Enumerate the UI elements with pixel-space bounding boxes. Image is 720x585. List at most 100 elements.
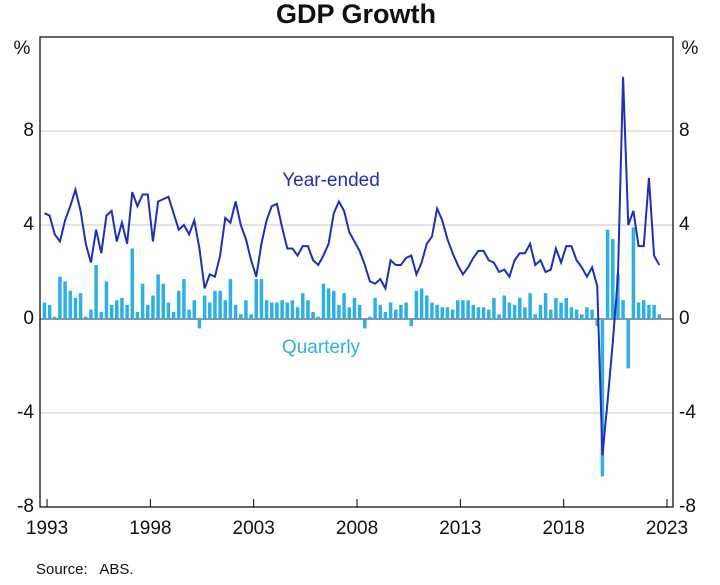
bar [528,293,532,319]
bar [616,274,620,319]
chart-title: GDP Growth [276,0,436,29]
bar [166,302,171,319]
bar [182,279,186,319]
bar [388,302,393,319]
bar [564,297,569,319]
bar [285,302,290,319]
bar [574,309,579,319]
bar [590,309,594,319]
bar [120,297,124,319]
bar [445,307,450,319]
bar [280,300,284,319]
bar [42,302,47,319]
bar [47,304,52,319]
series-label: Quarterly [282,337,361,358]
y-tick-label-left: 0 [23,308,34,329]
bar [84,316,88,319]
source-note: Source: ABS. [36,561,134,578]
bar [487,309,491,319]
bar [657,314,662,319]
bar [476,307,481,319]
bar [161,283,166,319]
x-tick-label: 2018 [543,518,585,539]
bar [244,300,248,319]
bar [264,300,269,319]
bar [481,307,486,319]
bar [595,319,600,327]
bar [642,300,646,319]
bar [109,304,114,319]
bar [146,304,150,319]
bar [414,290,419,319]
bar [115,300,119,319]
bar [135,311,140,319]
bar [466,300,470,319]
bar [347,307,352,319]
bar [306,300,310,319]
bar [419,288,424,319]
bar [151,295,155,319]
bar [239,314,243,319]
x-tick-label: 2008 [336,518,378,539]
bar [357,304,362,319]
x-tick-label: 1993 [26,518,68,539]
bar [425,295,429,319]
bar [197,319,202,329]
x-tick-label: 2003 [233,518,275,539]
bar [332,290,336,319]
bar [621,300,625,319]
bar [192,300,197,319]
bar [394,309,398,319]
bar [404,302,408,319]
bar [636,302,641,319]
bar [518,297,522,319]
y-tick-label-right: -4 [679,402,696,423]
bar [130,248,135,319]
y-tick-label-left: -4 [17,402,34,423]
plot-frame [39,36,674,508]
bar [471,304,476,319]
x-tick-label: 2013 [439,518,481,539]
bar [342,293,346,319]
bar [461,300,465,319]
bar [440,307,445,319]
bar [538,304,543,319]
y-tick-label-right: -8 [679,496,696,517]
bar [223,300,228,319]
bar [321,283,326,319]
bar [208,302,212,319]
bar [435,304,439,319]
bar [337,304,341,319]
bar [605,229,610,319]
bar [311,311,315,319]
bar [569,307,574,319]
bar [228,279,233,319]
bar [492,297,496,319]
bar [631,227,636,319]
bar [213,290,217,319]
bar [270,302,274,319]
bar [301,293,305,319]
bar [156,274,160,319]
line [44,76,661,456]
y-tick-label-right: 4 [679,214,690,235]
bar [94,264,98,319]
bar [523,307,527,319]
bar [326,288,331,319]
bar [73,297,78,319]
bar [58,276,62,319]
bar [497,314,501,319]
bar [352,297,357,319]
bar [202,295,207,319]
bar [368,316,372,319]
bar [249,314,253,319]
bar [99,311,104,319]
y-tick-label-right: 8 [679,120,690,141]
bar [177,290,181,319]
bar [559,302,563,319]
bar [363,319,367,329]
bar [373,297,377,319]
bar [626,319,631,369]
bar [647,304,651,319]
